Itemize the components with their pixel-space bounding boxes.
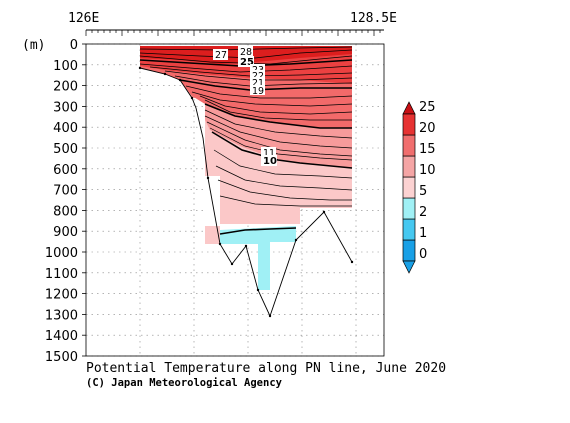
colorbar-segment-15-20 (402, 134, 416, 157)
svg-text:10: 10 (263, 156, 277, 167)
y-tick-label-1200: 1200 (45, 288, 78, 303)
colorbar-label-10: 10 (419, 163, 436, 178)
y-tick-label-700: 700 (53, 184, 78, 199)
bottom-topography (138, 66, 354, 318)
svg-text:22: 22 (252, 71, 264, 82)
temperature-field (140, 46, 352, 290)
chart-title: Potential Temperature along PN line, Jun… (86, 361, 446, 376)
contour-10 (211, 131, 353, 169)
y-tick-label-600: 600 (53, 163, 78, 178)
contour-9 (213, 149, 353, 179)
contour-16 (204, 99, 352, 121)
contour-label-25: 25 (238, 56, 254, 68)
contour-label-group: 27 28 25 23 22 21 19 11 (213, 46, 277, 167)
contour-label-21: 21 (250, 77, 265, 89)
svg-text:19: 19 (252, 86, 264, 97)
svg-text:25: 25 (240, 57, 254, 68)
contour-19 (185, 85, 353, 99)
y-tick-label-1000: 1000 (45, 246, 78, 261)
contour-label-19: 19 (250, 85, 265, 97)
colorbar-top-arrow (402, 101, 416, 115)
colorbar-segment-2-5 (402, 197, 416, 220)
colorbar-segment-1-2 (402, 218, 416, 241)
x-axis-top: 126E 128.5E (68, 11, 397, 36)
contour-5 (219, 227, 297, 235)
svg-text:21: 21 (252, 78, 264, 89)
x-tick-label-128-5e: 128.5E (350, 11, 397, 26)
y-tick-label-1500: 1500 (45, 350, 78, 365)
contour-11 (209, 127, 353, 161)
colorbar-segment-5-10 (402, 176, 416, 199)
contour-15 (204, 103, 352, 129)
contour-label-10: 10 (261, 155, 277, 167)
y-tick-label-300: 300 (53, 100, 78, 115)
y-tick-label-1300: 1300 (45, 308, 78, 323)
contour-24 (139, 63, 353, 73)
contour-label-27: 27 (213, 49, 228, 61)
plot-frame (85, 43, 385, 357)
svg-text:27: 27 (215, 50, 227, 61)
contour-28 (139, 46, 353, 51)
y-tick-label-500: 500 (53, 142, 78, 157)
contour-label-22: 22 (250, 70, 265, 82)
svg-text:28: 28 (240, 47, 252, 58)
contour-18 (191, 91, 353, 107)
y-axis-unit-label: (m) (22, 38, 45, 53)
y-tick-label-1100: 1100 (45, 267, 78, 282)
contour-12 (206, 121, 353, 157)
y-axis: (m) 0 100 200 300 400 500 600 700 800 900 1000 1100… (22, 38, 86, 365)
contour-13 (204, 115, 353, 149)
y-tick-label-800: 800 (53, 204, 78, 219)
colorbar-bottom-arrow (402, 260, 416, 274)
colorbar-label-0: 0 (419, 247, 427, 262)
colorbar-label-1: 1 (419, 226, 427, 241)
y-tick-label-400: 400 (53, 121, 78, 136)
colorbar-segment-20-25 (402, 113, 416, 136)
contour-6 (219, 195, 352, 207)
colorbar-label-25: 25 (419, 100, 436, 115)
contour-17 (199, 95, 353, 115)
y-tick-label-100: 100 (53, 59, 78, 74)
region-2-5-upper (220, 226, 296, 290)
grid-lines (86, 43, 384, 357)
x-tick-label-126e: 126E (68, 11, 99, 26)
chart-credit: (C) Japan Meteorological Agency (86, 377, 283, 389)
colorbar-label-2: 2 (419, 205, 427, 220)
colorbar-label-5: 5 (419, 184, 427, 199)
y-tick-label-1400: 1400 (45, 329, 78, 344)
colorbar-label-15: 15 (419, 142, 436, 157)
contour-label-28: 28 (238, 46, 253, 58)
colorbar-label-20: 20 (419, 121, 436, 136)
x-minor-ticks (85, 30, 381, 36)
y-tick-label-900: 900 (53, 225, 78, 240)
contour-27 (139, 49, 353, 59)
svg-text:11: 11 (263, 148, 275, 159)
y-tick-label-0: 0 (70, 38, 78, 53)
station-markers (138, 66, 354, 318)
contour-7 (217, 179, 352, 201)
contour-label-11: 11 (261, 147, 276, 159)
contour-14 (204, 109, 353, 139)
contour-8 (215, 165, 353, 191)
colorbar-segment-10-15 (402, 155, 416, 178)
colorbar-segment-0-1 (402, 239, 416, 262)
y-tick-label-200: 200 (53, 80, 78, 95)
contour-lines (139, 46, 353, 235)
